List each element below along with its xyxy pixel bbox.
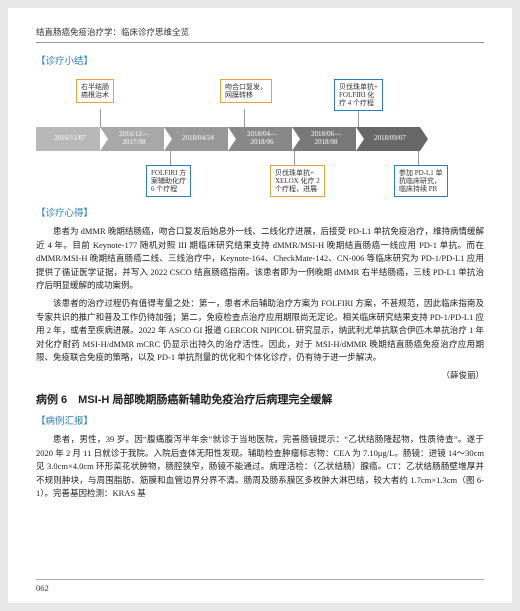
case-6-title: 病例 6 MSI-H 局部晚期肠癌新辅助免疫治疗后病理完全缓解: [36, 391, 484, 407]
page-number: 062: [36, 581, 49, 593]
timeline-step-2: 2018/04/24: [164, 127, 228, 151]
section-insight-label: 【诊疗心得】: [36, 205, 484, 219]
timeline-step-1: 2016/12— 2017/08: [100, 127, 164, 151]
section-summary-label: 【诊疗小结】: [36, 53, 484, 67]
timeline-step-5: 2018/09/07: [356, 127, 420, 151]
running-head: 结直肠癌免疫治疗学：临床诊疗思维全览: [36, 26, 484, 43]
author-byline: （薛俊丽）: [36, 369, 484, 381]
section-case-report-label: 【病例汇报】: [36, 413, 484, 427]
timeline-step-0: 2016/11/07: [36, 127, 100, 151]
flow-box-top-1: 吻合口复发， 网膜转移: [220, 79, 272, 103]
flow-box-bot-1: 贝伐珠单抗+ XELOX 化疗 2 个疗程，进展: [270, 165, 325, 197]
insight-para-2: 该患者的治疗过程仍有值得考量之处：第一，患者术后辅助治疗方案为 FOLFIRI …: [36, 297, 484, 365]
page: 结直肠癌免疫治疗学：临床诊疗思维全览 【诊疗小结】 右半结肠 癌根治术 吻合口复发…: [8, 8, 512, 603]
timeline-flowchart: 右半结肠 癌根治术 吻合口复发， 网膜转移 贝伐珠单抗+ FOLFIRI 化 疗 4…: [36, 73, 484, 197]
flow-box-top-2: 贝伐珠单抗+ FOLFIRI 化 疗 4 个疗程: [334, 79, 383, 111]
timeline-arrows: 2016/11/072016/12— 2017/082018/04/242018…: [36, 127, 484, 151]
flow-box-bot-0: FOLFIRI 方 案辅助化疗 6 个疗程: [146, 165, 191, 197]
flow-box-bot-2: 参加 PD-L1 单 抗临床研究， 临床持续 PR: [394, 165, 448, 197]
insight-para-1: 患者为 dMMR 晚期结肠癌，吻合口复发后始息外一线、二线化疗进展，后接受 PD…: [36, 225, 484, 293]
timeline-step-3: 2018/04— 2018/06: [228, 127, 292, 151]
flow-box-top-0: 右半结肠 癌根治术: [76, 79, 114, 103]
timeline-step-4: 2018/06— 2018/08: [292, 127, 356, 151]
case-report-para: 患者，男性，39 岁。因“腹痛腹泻半年余”就诊于当地医院，完善肠镜提示：“乙状结…: [36, 433, 484, 501]
